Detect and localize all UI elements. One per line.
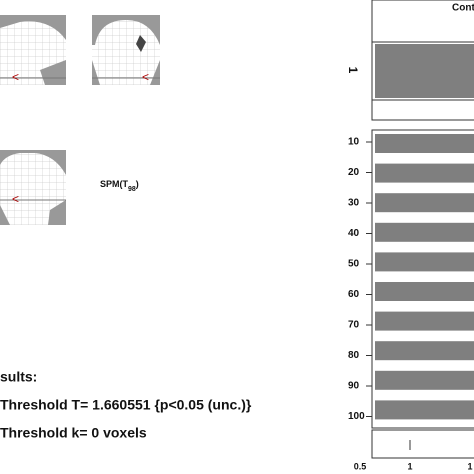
design-stripe (375, 282, 474, 301)
svg-text:<: < (12, 70, 19, 84)
axis-label: 0.5 (354, 461, 367, 471)
axis-label: 1 (467, 461, 472, 471)
row-label: 50 (348, 259, 360, 270)
contrast-title: Contr (452, 3, 474, 14)
row-label: 40 (348, 228, 360, 239)
row-label: 100 (348, 411, 365, 422)
row-label: 20 (348, 167, 360, 178)
design-stripe (375, 134, 474, 153)
row-label: 80 (348, 350, 360, 361)
design-stripe (375, 252, 474, 272)
glass-brain-sagittal: < (0, 15, 66, 85)
contrast-row-label: 1 (346, 67, 360, 74)
svg-text:<: < (12, 192, 19, 206)
row-label: 30 (348, 198, 360, 209)
stat-label: SPM(T98) (100, 179, 139, 192)
glass-brain-coronal: < (92, 15, 160, 85)
results-heading: sults: (0, 369, 37, 385)
glass-brain-axial: < (0, 150, 66, 225)
axis-label: 1 (407, 461, 412, 471)
design-stripe (375, 193, 474, 213)
row-label: 70 (348, 320, 360, 331)
row-label: 60 (348, 289, 360, 300)
design-stripe (375, 163, 474, 183)
design-stripe (375, 370, 474, 390)
parameter-axis (371, 429, 474, 459)
svg-text:<: < (142, 70, 149, 84)
contrast-bar (375, 44, 474, 98)
row-label: 90 (348, 381, 360, 392)
row-label: 10 (348, 137, 360, 148)
contrast-frame (371, 0, 474, 121)
threshold-t: Threshold T= 1.660551 {p<0.05 (unc.)} (0, 397, 252, 413)
design-stripe (375, 341, 474, 361)
threshold-k: Threshold k= 0 voxels (0, 425, 147, 441)
design-stripe (375, 400, 474, 420)
design-stripe (375, 222, 474, 242)
design-stripe (375, 311, 474, 331)
